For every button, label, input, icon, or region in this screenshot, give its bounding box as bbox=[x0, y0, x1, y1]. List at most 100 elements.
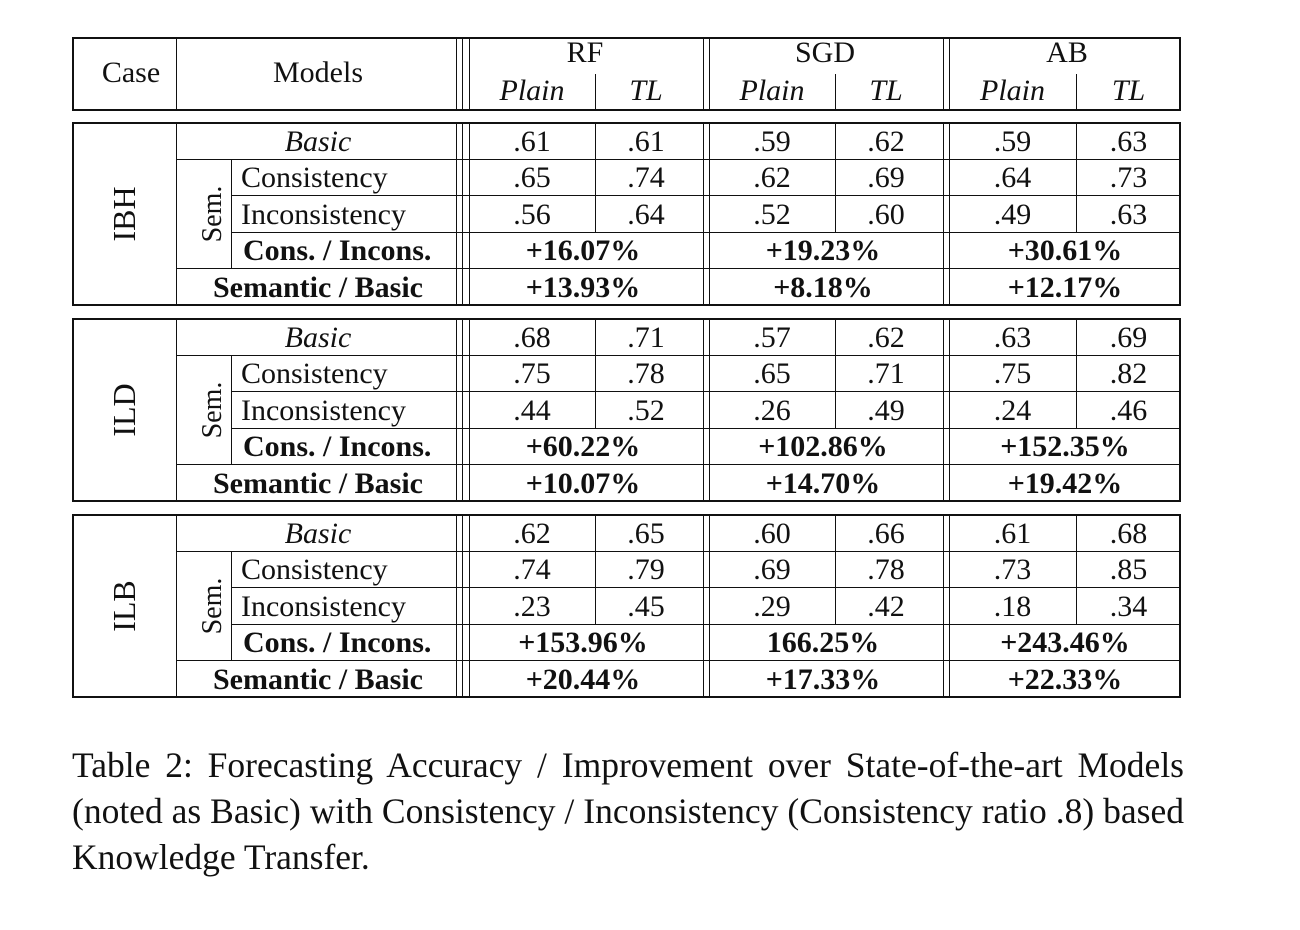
plain-tl-divider bbox=[595, 318, 596, 428]
cell-basic-tl: .68 bbox=[1109, 516, 1148, 550]
plain-tl-divider bbox=[1076, 74, 1077, 111]
cell-consistency-tl: .82 bbox=[1109, 357, 1148, 390]
header-plain: Plain bbox=[980, 74, 1045, 107]
block-ilb bbox=[72, 514, 1181, 698]
cell-inconsistency-tl: .60 bbox=[867, 197, 905, 231]
header-case: Case bbox=[101, 56, 161, 89]
group-bar bbox=[709, 122, 710, 306]
cell-consistency-tl: .78 bbox=[627, 357, 665, 390]
cell-basic-plain: .60 bbox=[753, 516, 791, 550]
cell-cons-incons: +153.96% bbox=[518, 626, 648, 659]
group-double-bar bbox=[703, 122, 704, 306]
cell-basic-tl: .69 bbox=[1109, 320, 1148, 354]
group-bar bbox=[949, 122, 950, 306]
sem-divider bbox=[231, 355, 232, 464]
cell-consistency-tl: .74 bbox=[627, 161, 665, 194]
header-box bbox=[72, 37, 1181, 111]
models-double-bar bbox=[462, 122, 463, 306]
cell-semantic-basic: +10.07% bbox=[525, 467, 641, 500]
models-double-bar bbox=[456, 318, 457, 502]
cell-basic-plain: .59 bbox=[993, 124, 1032, 158]
cell-consistency-tl: .71 bbox=[867, 357, 905, 390]
group-bar bbox=[709, 318, 710, 502]
header-group-rf: RF bbox=[566, 36, 604, 69]
cell-inconsistency-plain: .44 bbox=[513, 393, 551, 427]
cell-inconsistency-plain: .49 bbox=[993, 197, 1032, 231]
header-models: Models bbox=[273, 56, 363, 89]
cell-cons-incons: +19.23% bbox=[765, 234, 881, 267]
cell-consistency-plain: .64 bbox=[993, 161, 1032, 194]
cell-basic-plain: .57 bbox=[753, 320, 791, 354]
case-divider bbox=[176, 318, 177, 502]
row-label-semantic-basic: Semantic / Basic bbox=[213, 467, 423, 500]
cell-cons-incons: 166.25% bbox=[766, 626, 880, 659]
row-divider bbox=[176, 551, 1181, 552]
cell-basic-tl: .65 bbox=[627, 516, 665, 550]
table-caption: Table 2: Forecasting Accuracy / Improvem… bbox=[72, 745, 1184, 877]
row-divider bbox=[176, 660, 1181, 661]
cell-consistency-plain: .75 bbox=[993, 357, 1032, 390]
cell-semantic-basic: +13.93% bbox=[525, 271, 641, 304]
cell-semantic-basic: +20.44% bbox=[525, 663, 641, 696]
row-label-cons-incons: Cons. / Incons. bbox=[243, 234, 432, 267]
cell-semantic-basic: +17.33% bbox=[765, 663, 881, 696]
group-double-bar bbox=[703, 514, 704, 698]
group-double-bar bbox=[943, 514, 944, 698]
row-label-consistency: Consistency bbox=[241, 553, 388, 586]
models-double-bar bbox=[456, 37, 457, 111]
plain-tl-divider bbox=[835, 74, 836, 111]
row-divider bbox=[231, 391, 1181, 392]
cell-inconsistency-plain: .18 bbox=[993, 589, 1032, 623]
row-divider bbox=[231, 195, 1181, 196]
group-bar bbox=[469, 318, 470, 502]
group-double-bar bbox=[943, 37, 944, 111]
row-label-basic: Basic bbox=[284, 320, 352, 354]
plain-tl-divider bbox=[835, 122, 836, 232]
row-label-semantic-basic: Semantic / Basic bbox=[213, 663, 423, 696]
cell-inconsistency-tl: .52 bbox=[627, 393, 665, 427]
group-double-bar bbox=[943, 122, 944, 306]
case-divider bbox=[176, 122, 177, 306]
cell-basic-tl: .62 bbox=[867, 320, 905, 354]
plain-tl-divider bbox=[835, 318, 836, 428]
row-divider bbox=[231, 428, 1181, 429]
row-divider bbox=[176, 464, 1181, 465]
cell-consistency-plain: .65 bbox=[513, 161, 551, 194]
cell-basic-plain: .61 bbox=[513, 124, 551, 158]
models-double-bar bbox=[462, 37, 463, 111]
cell-cons-incons: +60.22% bbox=[525, 430, 641, 463]
header-plain: Plain bbox=[739, 74, 805, 107]
sem-label: Sem. bbox=[197, 185, 228, 242]
cell-inconsistency-plain: .23 bbox=[513, 589, 551, 623]
cell-consistency-tl: .78 bbox=[867, 553, 905, 586]
cell-inconsistency-plain: .56 bbox=[513, 197, 551, 231]
header-group-ab: AB bbox=[1046, 36, 1088, 69]
cell-consistency-tl: .69 bbox=[867, 161, 905, 194]
cell-inconsistency-tl: .49 bbox=[867, 393, 905, 427]
models-double-bar bbox=[462, 318, 463, 502]
group-bar bbox=[949, 514, 950, 698]
cell-inconsistency-tl: .46 bbox=[1109, 393, 1148, 427]
case-divider bbox=[176, 514, 177, 698]
cell-basic-plain: .62 bbox=[513, 516, 551, 550]
cell-consistency-tl: .79 bbox=[627, 553, 665, 586]
cell-basic-tl: .61 bbox=[627, 124, 665, 158]
header-tl: TL bbox=[629, 74, 663, 107]
cell-inconsistency-plain: .29 bbox=[753, 589, 791, 623]
group-bar bbox=[949, 37, 950, 111]
cell-cons-incons: +16.07% bbox=[525, 234, 641, 267]
row-label-basic: Basic bbox=[284, 124, 352, 158]
group-bar bbox=[709, 37, 710, 111]
cell-consistency-plain: .73 bbox=[993, 553, 1032, 586]
header-tl: TL bbox=[1111, 74, 1146, 107]
row-label-cons-incons: Cons. / Incons. bbox=[243, 626, 432, 659]
group-double-bar bbox=[703, 318, 704, 502]
row-divider bbox=[231, 624, 1181, 625]
row-label-inconsistency: Inconsistency bbox=[241, 197, 406, 231]
row-divider bbox=[176, 355, 1181, 356]
row-divider bbox=[231, 587, 1181, 588]
models-double-bar bbox=[462, 514, 463, 698]
plain-tl-divider bbox=[595, 514, 596, 624]
cell-semantic-basic: +14.70% bbox=[765, 467, 881, 500]
header-plain: Plain bbox=[499, 74, 565, 107]
